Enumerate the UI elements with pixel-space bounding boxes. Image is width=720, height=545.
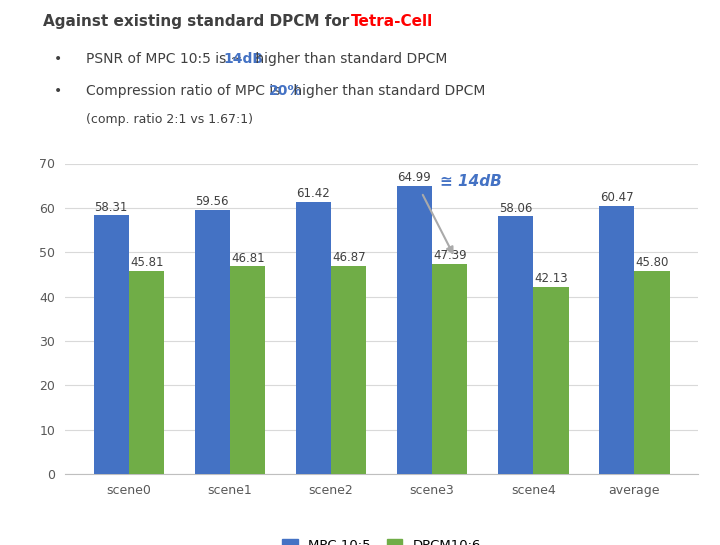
Bar	[534, 287, 569, 474]
Text: 20%: 20%	[269, 84, 302, 99]
Text: 58.31: 58.31	[94, 201, 128, 214]
Text: higher than standard DPCM: higher than standard DPCM	[251, 52, 447, 66]
Bar	[230, 267, 266, 474]
Text: Compression ratio of MPC is: Compression ratio of MPC is	[86, 84, 285, 99]
Bar	[194, 210, 230, 474]
Text: ≅ 14dB: ≅ 14dB	[440, 174, 501, 189]
Bar	[296, 202, 331, 474]
Text: •: •	[54, 52, 62, 66]
Text: Against existing standard DPCM for: Against existing standard DPCM for	[43, 14, 355, 29]
Text: higher than standard DPCM: higher than standard DPCM	[289, 84, 486, 99]
Bar	[432, 264, 467, 474]
Text: 45.81: 45.81	[130, 256, 163, 269]
Text: 47.39: 47.39	[433, 249, 467, 262]
Text: 58.06: 58.06	[499, 202, 532, 215]
Legend: MPC 10:5, DPCM10:6: MPC 10:5, DPCM10:6	[276, 534, 487, 545]
Text: 42.13: 42.13	[534, 272, 567, 286]
Text: 14dB: 14dB	[223, 52, 264, 66]
Text: Tetra-Cell: Tetra-Cell	[351, 14, 433, 29]
Bar	[599, 206, 634, 474]
Bar	[498, 216, 534, 474]
Text: 59.56: 59.56	[196, 195, 229, 208]
Bar	[397, 186, 432, 474]
Text: 64.99: 64.99	[397, 171, 431, 184]
Text: •: •	[54, 84, 62, 99]
Text: 45.80: 45.80	[635, 256, 669, 269]
Bar	[94, 215, 129, 474]
Bar	[331, 266, 366, 474]
Text: PSNR of MPC 10:5 is ~: PSNR of MPC 10:5 is ~	[86, 52, 243, 66]
Text: 61.42: 61.42	[297, 187, 330, 200]
Bar	[634, 271, 670, 474]
Text: (comp. ratio 2:1 vs 1.67:1): (comp. ratio 2:1 vs 1.67:1)	[86, 113, 253, 126]
Text: 46.81: 46.81	[231, 252, 264, 265]
Text: 60.47: 60.47	[600, 191, 634, 204]
Text: 46.87: 46.87	[332, 251, 366, 264]
Bar	[129, 271, 164, 474]
